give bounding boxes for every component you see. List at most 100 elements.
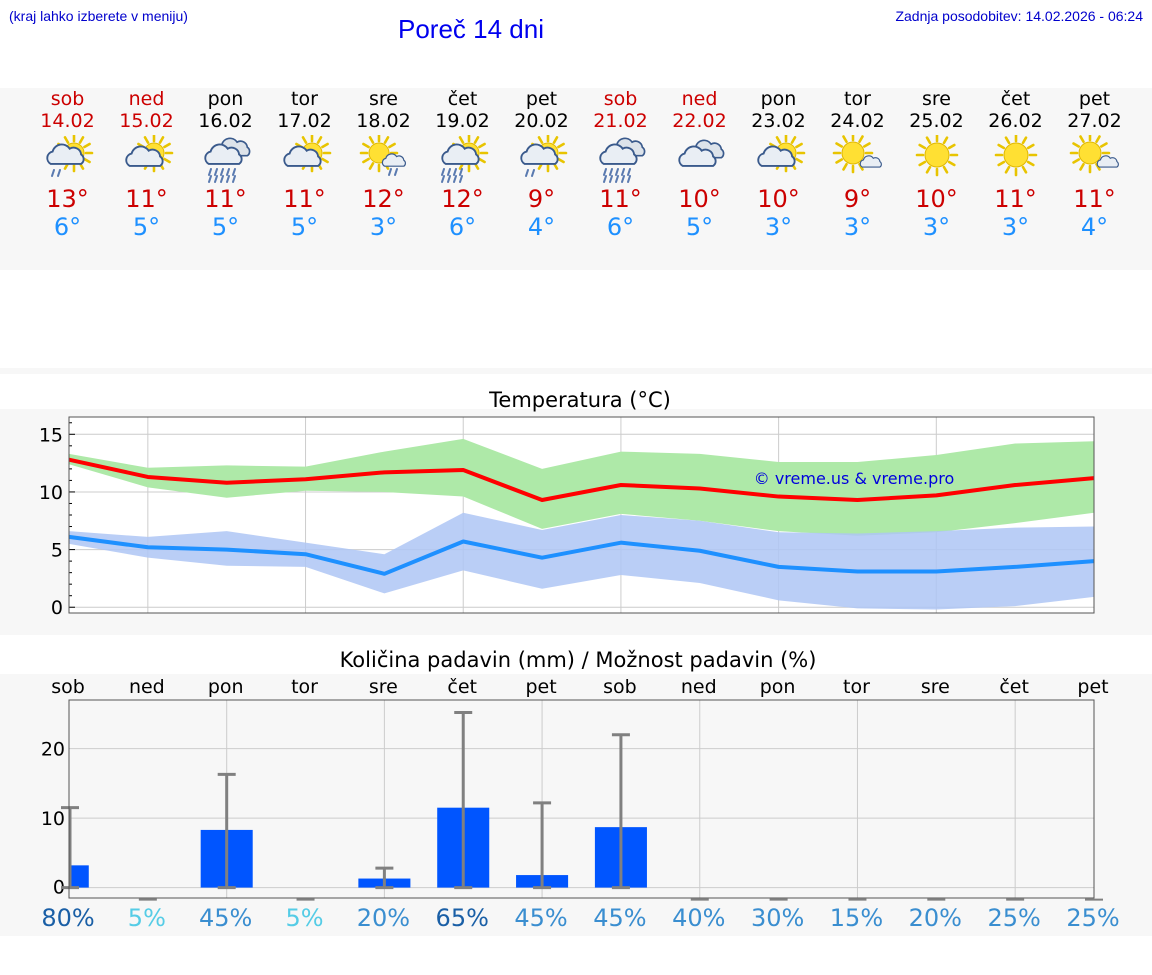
day-name: pet [1078, 88, 1111, 110]
day-forecast: pet 20.02 9° 4° [502, 88, 581, 241]
x-day-label: sob [51, 676, 85, 698]
precipitation-chart-title: Količina padavin (mm) / Možnost padavin … [340, 648, 817, 672]
precip-chance-label: 65% [436, 904, 489, 932]
min-temperature: 4° [527, 213, 556, 241]
y-tick-label: 0 [53, 877, 65, 899]
sun-shape [359, 135, 398, 173]
day-forecast: tor 24.02 9° 3° [818, 88, 897, 241]
temperature-chart: Temperatura (°C) 0 5 10 15 © vreme.us & vreme… [39, 388, 1095, 619]
day-name: čet [447, 88, 478, 110]
rain-shape [440, 168, 463, 183]
max-temperature: 11° [994, 185, 1037, 213]
daily-forecast-strip: sob 14.02 13° 6° ned 15.02 11° 5° pon 16.02 11° 5° t… [0, 88, 1152, 258]
cloudy-heavy-rain-icon [203, 137, 250, 183]
min-temperature: 4° [1080, 213, 1109, 241]
cloudy-icon [677, 139, 724, 167]
sunny-small-cloud-icon [832, 135, 882, 174]
sun-shape [832, 135, 873, 174]
min-temperature: 5° [211, 213, 240, 241]
plot-frame [68, 699, 1095, 899]
plot-frame [68, 416, 1095, 614]
partly-sunny-light-rain-icon [519, 135, 567, 177]
max-temperature: 11° [1073, 185, 1116, 213]
max-temperature: 11° [599, 185, 642, 213]
max-range-band [69, 438, 1094, 536]
x-day-label: pet [1077, 676, 1108, 698]
y-tick-label: 0 [51, 597, 63, 619]
max-temperature: 11° [125, 185, 168, 213]
min-temperature: 3° [764, 213, 793, 241]
y-tick-label: 5 [51, 540, 63, 562]
day-date: 24.02 [830, 110, 885, 132]
cloud-shape [677, 145, 717, 167]
x-day-label: sre [369, 676, 398, 698]
day-name: pon [207, 88, 244, 110]
max-temperature: 11° [204, 185, 247, 213]
x-day-label: tor [843, 676, 870, 698]
max-temperature: 10° [915, 185, 958, 213]
day-date: 14.02 [40, 110, 95, 132]
cloud-shape [381, 153, 406, 167]
precip-chance-label: 5% [285, 904, 323, 932]
day-date: 25.02 [909, 110, 964, 132]
precipitation-chart: Količina padavin (mm) / Možnost padavin … [41, 648, 1120, 932]
sunny-icon [994, 135, 1037, 177]
max-temperature-line [68, 457, 1095, 503]
min-temperature: 5° [290, 213, 319, 241]
day-forecast: sre 18.02 12° 3° [344, 88, 423, 241]
cloud-shape [282, 145, 322, 167]
min-temperature: 5° [685, 213, 714, 241]
cloud-shape [756, 145, 796, 167]
day-forecast: sob 14.02 13° 6° [28, 88, 107, 241]
y-tick-label: 10 [39, 482, 63, 504]
day-name: sre [922, 88, 951, 110]
day-name: čet [1000, 88, 1031, 110]
min-temperature: 3° [922, 213, 951, 241]
x-day-label: tor [291, 676, 318, 698]
max-temperature: 9° [527, 185, 556, 213]
x-day-label: pon [208, 676, 244, 698]
max-temperature: 10° [757, 185, 800, 213]
watermark-text: © vreme.us & vreme.pro [754, 469, 955, 488]
precip-chance-label: 20% [909, 904, 962, 932]
cloudy-heavy-rain-icon [598, 137, 645, 183]
rain-shape [602, 168, 631, 183]
rain-shape [207, 168, 236, 183]
temperature-chart-title: Temperatura (°C) [488, 388, 671, 412]
day-date: 16.02 [198, 110, 253, 132]
min-temperature: 5° [132, 213, 161, 241]
max-temperature: 13° [46, 185, 89, 213]
sun-shape [994, 135, 1037, 177]
day-name: sob [603, 88, 638, 110]
sun-shape [915, 135, 958, 177]
day-date: 26.02 [988, 110, 1043, 132]
y-tick-label: 20 [41, 739, 65, 761]
day-date: 21.02 [593, 110, 648, 132]
x-day-label: čet [447, 676, 477, 698]
max-temperature: 11° [283, 185, 326, 213]
day-name: ned [681, 88, 718, 110]
precip-chance-label: 45% [593, 904, 646, 932]
precip-chance-label: 45% [199, 904, 252, 932]
precip-chance-label: 20% [357, 904, 410, 932]
page-title: Poreč 14 dni [398, 14, 544, 44]
day-forecast: pon 23.02 10° 3° [739, 88, 818, 241]
x-day-label: sre [921, 676, 950, 698]
x-day-label: ned [129, 676, 165, 698]
day-forecast: ned 15.02 11° 5° [107, 88, 186, 241]
max-temperature: 10° [678, 185, 721, 213]
day-name: tor [291, 88, 318, 110]
max-temperature: 12° [362, 185, 405, 213]
day-date: 23.02 [751, 110, 806, 132]
partly-sunny-light-rain-icon [45, 135, 93, 177]
location-menu-hint[interactable]: (kraj lahko izberete v meniju) [9, 8, 188, 24]
sunny-cloud-light-rain-icon [359, 135, 406, 176]
min-range-band [69, 512, 1094, 610]
day-forecast: čet 19.02 12° 6° [423, 88, 502, 241]
forecast-strip-background [0, 88, 1152, 270]
cloud-shape [859, 155, 882, 168]
max-temperature: 12° [441, 185, 484, 213]
y-tick-label: 15 [39, 424, 63, 446]
min-temperature: 3° [1001, 213, 1030, 241]
partly-sunny-cloud-icon [756, 135, 805, 173]
